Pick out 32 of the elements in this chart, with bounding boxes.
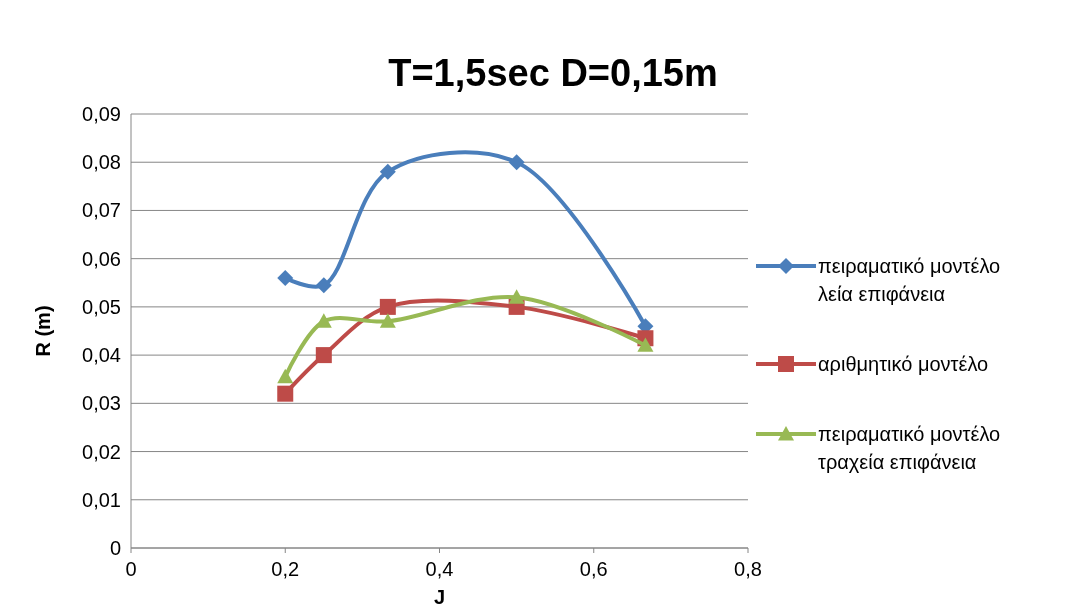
- point: [315, 277, 332, 294]
- chart-title: T=1,5sec D=0,15m: [388, 52, 718, 94]
- x-axis-title: J: [433, 586, 446, 605]
- y-tick-label: 0,08: [82, 151, 121, 174]
- y-tick-label: 0,01: [82, 488, 121, 511]
- legend-label: αριθμητικό μοντέλο: [818, 353, 989, 375]
- legend-label: πειραματικό μοντέλο τραχεία επιφάνεια: [818, 423, 1001, 473]
- x-tick-label: 0,8: [734, 558, 762, 580]
- legend-label: πειραματικό μοντέλο λεία επιφάνεια: [818, 255, 1001, 305]
- y-tick-label: 0,04: [82, 344, 121, 367]
- point: [277, 368, 294, 384]
- x-tick-label: 0,4: [425, 558, 454, 580]
- y-tick-label: 0,09: [82, 103, 121, 125]
- y-tick-label: 0: [109, 537, 121, 559]
- y-tick-label: 0,03: [82, 392, 121, 415]
- y-tick-label: 0,02: [82, 440, 121, 463]
- y-tick-label: 0,06: [82, 247, 121, 270]
- y-tick-label: 0,05: [82, 295, 121, 318]
- point: [315, 347, 332, 364]
- point: [277, 385, 294, 402]
- y-tick-label: 0,07: [82, 199, 121, 222]
- x-tick-label: 0,2: [271, 558, 300, 580]
- point: [277, 269, 294, 286]
- x-tick-label: 0: [125, 558, 137, 580]
- point: [379, 313, 396, 328]
- point: [379, 163, 396, 180]
- point: [508, 154, 525, 171]
- y-axis-title: R (m): [32, 305, 54, 357]
- point: [637, 337, 654, 352]
- point: [379, 298, 396, 315]
- point: [508, 289, 525, 304]
- x-tick-label: 0,6: [579, 558, 608, 580]
